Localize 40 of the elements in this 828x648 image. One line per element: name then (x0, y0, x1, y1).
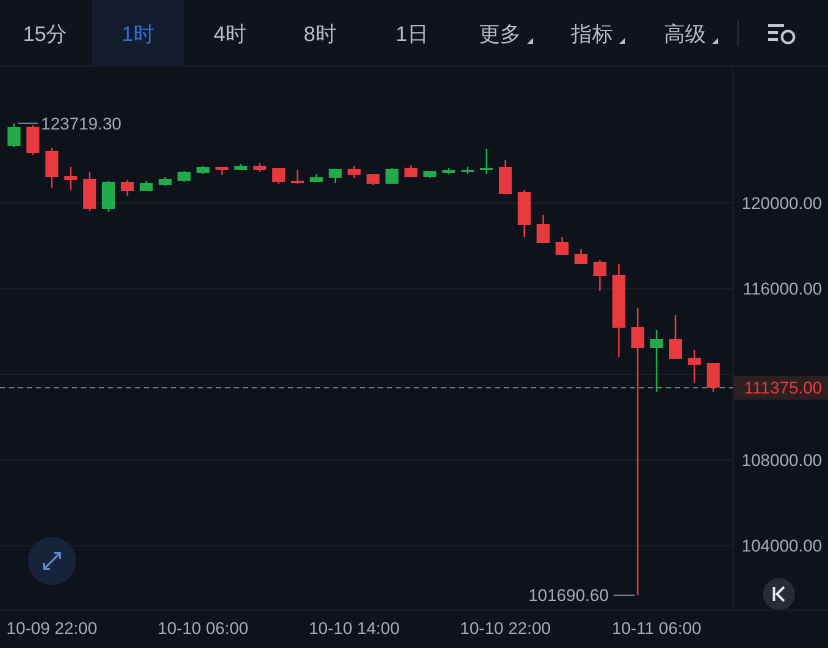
candlestick (593, 259, 606, 292)
candlestick (328, 168, 342, 184)
text: 15分 (22, 23, 68, 46)
candlestick (8, 122, 20, 148)
x-tick-label: 10-09 22:00 (6, 619, 98, 638)
candlestick (688, 349, 701, 384)
candlestick (272, 167, 286, 185)
candlestick (386, 167, 398, 185)
text: 4时 (214, 23, 246, 46)
candlestick (631, 307, 644, 596)
candlestick (178, 170, 191, 183)
x-tick-label: 10-11 06:00 (612, 619, 702, 638)
text: 8时 (304, 23, 336, 46)
candlestick (366, 173, 380, 186)
candlestick (140, 180, 153, 192)
candlestick (480, 148, 493, 175)
candlestick (669, 314, 682, 360)
ref-line-label: 111375.00 (744, 378, 822, 398)
y-tick-label: 104000.00 (742, 536, 822, 556)
candlestick (536, 214, 550, 244)
candlestick (650, 329, 664, 393)
text: 1日 (396, 23, 428, 46)
candlestick (120, 179, 134, 197)
text: 高级 (664, 23, 706, 46)
candlestick (291, 169, 304, 185)
y-tick-label: 120000.00 (742, 194, 822, 213)
text: 1时 (122, 23, 154, 46)
x-tick-label: 10-10 14:00 (308, 619, 400, 638)
text: 更多 (479, 23, 521, 46)
candlestick (556, 236, 569, 256)
annotation: 123719.30 (41, 114, 122, 134)
candlestick (574, 248, 588, 265)
candlestick (348, 165, 361, 179)
y-tick-label: 108000.00 (742, 451, 822, 470)
x-tick-label: 10-10 22:00 (460, 619, 551, 638)
x-tick-label: 10-10 06:00 (158, 619, 248, 638)
candlestick (64, 166, 78, 191)
text: 指标 (570, 23, 613, 46)
y-tick-label: 116000.00 (742, 280, 822, 299)
annotation: 101690.60 (528, 586, 609, 606)
